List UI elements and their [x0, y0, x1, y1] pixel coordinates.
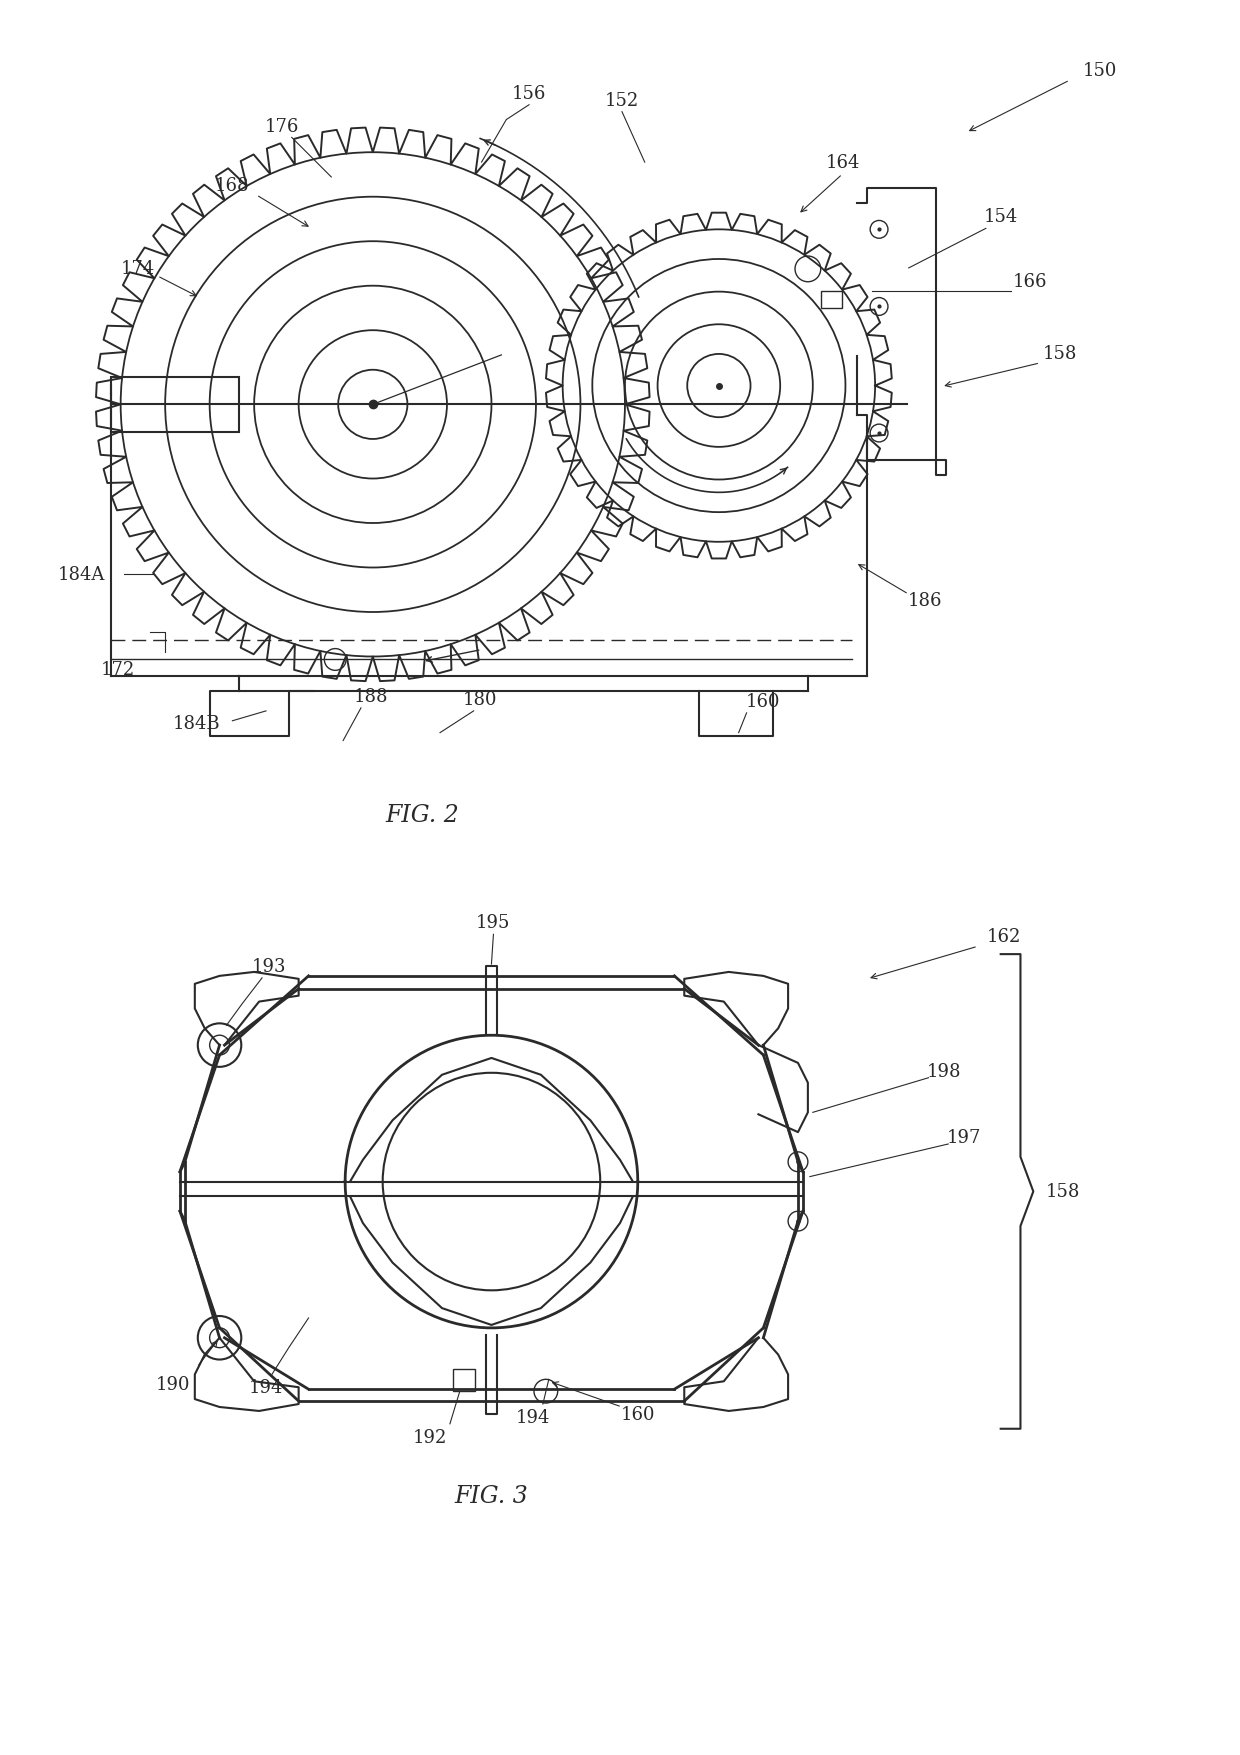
Text: 162: 162 — [987, 928, 1021, 946]
Text: 176: 176 — [264, 118, 299, 135]
Text: 190: 190 — [156, 1376, 190, 1393]
Text: 180: 180 — [463, 691, 497, 709]
Text: 197: 197 — [947, 1128, 981, 1146]
Text: 158: 158 — [1043, 344, 1078, 363]
Text: 166: 166 — [1013, 272, 1048, 291]
Text: FIG. 2: FIG. 2 — [386, 804, 459, 827]
Text: 195: 195 — [476, 914, 511, 932]
Text: 192: 192 — [413, 1429, 448, 1446]
Text: 186: 186 — [908, 591, 942, 609]
Text: 160: 160 — [620, 1406, 655, 1423]
Text: 150: 150 — [1083, 61, 1117, 81]
Text: 184A: 184A — [57, 567, 105, 584]
Text: 152: 152 — [605, 91, 639, 111]
Text: 168: 168 — [216, 177, 249, 195]
Text: FIG. 3: FIG. 3 — [455, 1485, 528, 1508]
Bar — [453, 1369, 475, 1392]
Text: 160: 160 — [746, 693, 781, 711]
Text: 184B: 184B — [174, 714, 221, 732]
Text: 193: 193 — [252, 958, 286, 976]
Text: 194: 194 — [516, 1408, 551, 1427]
Bar — [821, 291, 842, 309]
Text: 194: 194 — [249, 1378, 283, 1397]
Text: 198: 198 — [928, 1062, 961, 1079]
Text: 154: 154 — [983, 209, 1018, 226]
Text: 172: 172 — [100, 662, 135, 679]
Text: 156: 156 — [512, 84, 546, 104]
Text: 158: 158 — [1045, 1183, 1080, 1200]
Text: 174: 174 — [120, 260, 155, 277]
Text: 164: 164 — [826, 154, 859, 172]
Bar — [110, 377, 239, 433]
Text: 188: 188 — [353, 688, 388, 706]
